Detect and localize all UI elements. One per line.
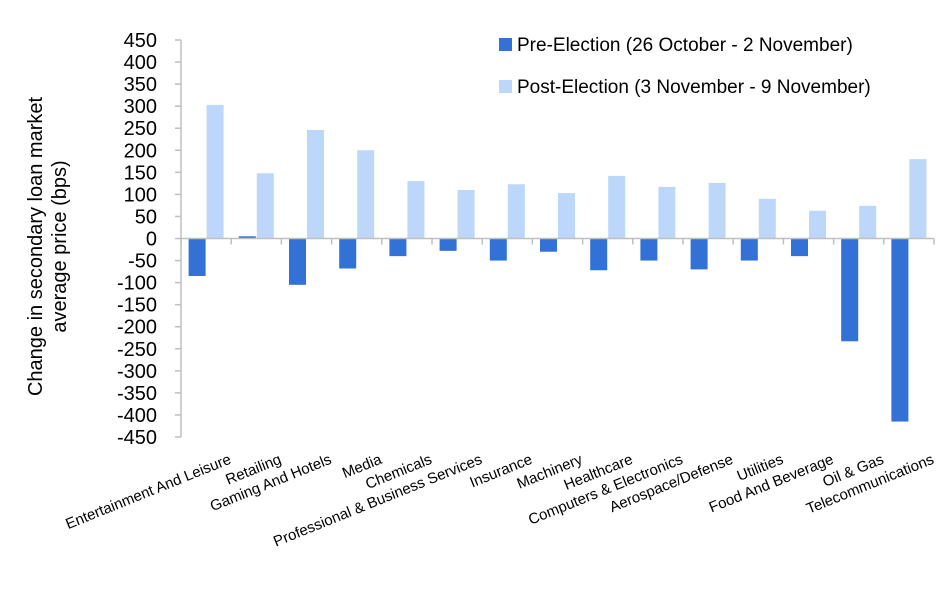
post-election-bar [507, 184, 525, 239]
y-tick-label: 200 [124, 140, 157, 162]
y-tick-label: -100 [117, 273, 157, 295]
pre-election-bar [289, 238, 306, 285]
pre-election-bar [791, 238, 808, 257]
legend-label-pre-election: Pre-Election (26 October - 2 November) [517, 35, 853, 56]
post-election-bar [457, 189, 475, 239]
y-tick-label: -350 [117, 383, 157, 405]
pre-election-bar [841, 238, 859, 342]
y-tick-label: -450 [117, 427, 157, 449]
pre-election-bar [590, 238, 608, 271]
y-tick-label: -250 [117, 339, 157, 361]
pre-election-bar [238, 236, 256, 239]
y-tick-label: -300 [117, 361, 157, 383]
pre-election-bar [690, 238, 708, 270]
pre-election-bar [188, 238, 206, 276]
y-tick-label: 0 [146, 229, 157, 251]
post-election-bar [256, 173, 274, 239]
legend-label-post-election: Post-Election (3 November - 9 November) [517, 77, 871, 98]
y-tick-label: -400 [117, 405, 157, 427]
post-election-bar [658, 186, 676, 239]
post-election-bar [809, 210, 826, 239]
post-election-bar [608, 175, 626, 239]
legend: Pre-Election (26 October - 2 November) Po… [499, 35, 871, 98]
pre-election-bar [489, 238, 507, 261]
pre-election-bar [640, 238, 658, 261]
y-tick-label: 450 [124, 30, 157, 52]
x-tick-label: Entertainment And Leisure [63, 451, 233, 533]
post-election-bar [558, 193, 575, 239]
y-tick-label: 150 [124, 162, 157, 184]
y-tick-label: -200 [117, 317, 157, 339]
legend-swatch-pre-election [499, 38, 512, 51]
post-election-bar [859, 205, 877, 239]
y-tick-label: 250 [124, 118, 157, 140]
y-tick-label: -50 [128, 251, 157, 273]
category-labels: Entertainment And LeisureRetailingGaming… [63, 451, 936, 551]
pre-election-bar [439, 238, 457, 251]
y-tick-label: 400 [124, 52, 157, 74]
y-tick-label: 100 [124, 184, 157, 206]
y-axis-title-line: Change in secondary loan market [25, 97, 47, 397]
post-election-bar [407, 181, 425, 239]
post-election-bar [758, 198, 776, 239]
post-election-bar [909, 159, 927, 239]
bars [188, 104, 927, 422]
post-election-bar [307, 129, 324, 239]
y-tick-label: -150 [117, 295, 157, 317]
post-election-bar [357, 150, 375, 239]
y-tick-label: 300 [124, 96, 157, 118]
pre-election-bar [540, 238, 557, 252]
y-tick-label: 50 [135, 206, 157, 228]
y-tick-label: 350 [124, 74, 157, 96]
y-axis: 450400350300250200150100500-50-100-150-2… [117, 30, 182, 449]
post-election-bar [708, 182, 726, 239]
legend-swatch-post-election [499, 80, 512, 93]
pre-election-bar [389, 238, 407, 257]
y-axis-title-line: average price (bps) [49, 160, 71, 332]
pre-election-bar [891, 238, 909, 422]
post-election-bar [206, 104, 224, 239]
pre-election-bar [740, 238, 758, 261]
y-axis-title: Change in secondary loan market average p… [25, 97, 71, 397]
pre-election-bar [339, 238, 357, 269]
x-axis [180, 237, 935, 245]
